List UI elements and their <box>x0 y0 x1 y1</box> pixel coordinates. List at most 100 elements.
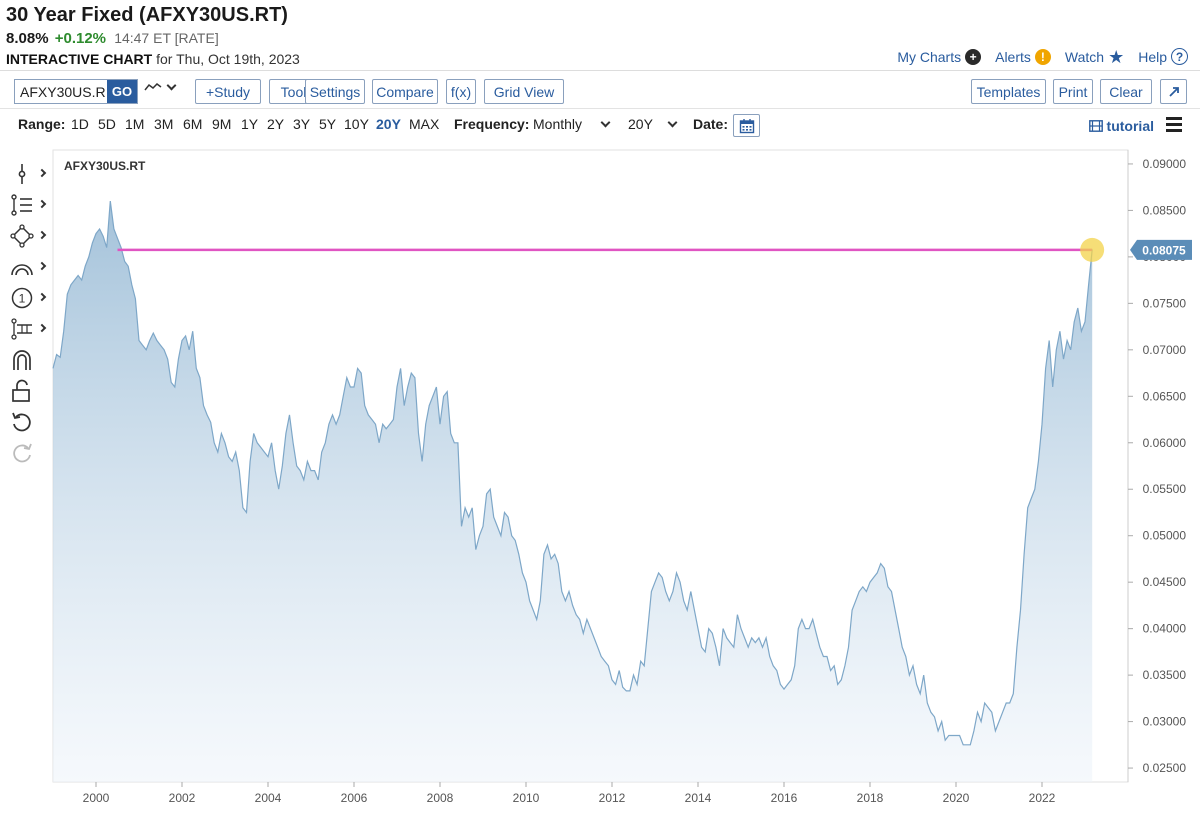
range-2y[interactable]: 2Y <box>267 116 285 132</box>
frequency-value: Monthly <box>533 116 583 132</box>
y-tick-label: 0.09000 <box>1143 157 1187 171</box>
undo-icon <box>12 412 31 432</box>
range-3m[interactable]: 3M <box>154 116 174 132</box>
annotation-tool[interactable] <box>10 193 50 217</box>
range-1y[interactable]: 1Y <box>241 116 259 132</box>
y-tick-label: 0.03000 <box>1143 715 1187 729</box>
range-6m[interactable]: 6M <box>183 116 203 132</box>
grid-view-button[interactable]: Grid View <box>484 79 564 104</box>
divider <box>0 70 1200 71</box>
range-3y[interactable]: 3Y <box>293 116 311 132</box>
go-button[interactable]: GO <box>107 80 137 103</box>
last-value-label: 0.08075 <box>1142 243 1186 257</box>
range-20y[interactable]: 20Y <box>376 116 401 132</box>
period-value: 20Y <box>628 116 653 132</box>
alerts-label: Alerts <box>995 48 1031 65</box>
range-1d[interactable]: 1D <box>71 116 89 132</box>
x-tick-label: 2018 <box>857 791 884 805</box>
range-5d[interactable]: 5D <box>98 116 116 132</box>
quote-header: 30 Year Fixed (AFXY30US.RT) 8.08% +0.12%… <box>6 2 300 69</box>
x-tick-label: 2016 <box>771 791 798 805</box>
numbered-circle-icon: 1 <box>11 287 33 309</box>
svg-text:1: 1 <box>19 292 26 306</box>
tutorial-link[interactable]: tutorial <box>1088 118 1154 134</box>
frequency-dropdown[interactable]: Monthly <box>533 116 611 132</box>
line-chart-icon <box>144 83 162 91</box>
measure-icon <box>11 318 32 340</box>
chevron-down-icon <box>166 80 177 90</box>
range-9m[interactable]: 9M <box>212 116 232 132</box>
x-tick-label: 2008 <box>427 791 454 805</box>
crosshair-tool[interactable] <box>10 162 50 186</box>
undo-tool[interactable] <box>10 410 50 434</box>
y-tick-label: 0.02500 <box>1143 761 1187 775</box>
y-tick-label: 0.06000 <box>1143 436 1187 450</box>
price-change: +0.12% <box>54 30 107 47</box>
shape-icon <box>10 224 34 248</box>
series-area <box>53 201 1093 783</box>
chart-date: for Thu, Oct 19th, 2023 <box>156 51 300 67</box>
chart-type-dropdown[interactable] <box>144 80 177 92</box>
date-picker-button[interactable] <box>733 114 760 137</box>
calendar-icon <box>739 118 754 133</box>
y-tick-label: 0.05000 <box>1143 529 1187 543</box>
symbol-input[interactable] <box>15 80 107 103</box>
star-icon: ★ <box>1108 46 1125 67</box>
x-tick-label: 2006 <box>341 791 368 805</box>
shape-tool[interactable] <box>10 224 50 248</box>
chart-toolbar: GO +Study Tools Settings Compare f(x) Gr… <box>14 79 1188 105</box>
range-1m[interactable]: 1M <box>125 116 145 132</box>
cursor-line-icon <box>18 164 26 184</box>
my-charts-link[interactable]: My Charts + <box>897 48 982 65</box>
x-tick-label: 2020 <box>943 791 970 805</box>
study-button[interactable]: +Study <box>195 79 261 104</box>
arc-icon <box>11 264 33 276</box>
measure-tool[interactable] <box>10 317 50 341</box>
tutorial-label: tutorial <box>1106 118 1154 134</box>
number-tool[interactable]: 1 <box>10 286 50 310</box>
x-tick-label: 2002 <box>169 791 196 805</box>
period-dropdown[interactable]: 20Y <box>628 116 678 132</box>
chevron-down-icon <box>667 117 678 127</box>
quote-meta: 14:47 ET [RATE] <box>114 30 219 46</box>
warning-icon: ! <box>1034 48 1051 65</box>
function-button[interactable]: f(x) <box>446 79 476 104</box>
magnet-tool[interactable] <box>10 348 50 372</box>
settings-button[interactable]: Settings <box>305 79 365 104</box>
range-10y[interactable]: 10Y <box>344 116 369 132</box>
series-label: AFXY30US.RT <box>64 159 146 173</box>
menu-icon[interactable] <box>1166 117 1182 135</box>
redo-tool[interactable] <box>10 441 50 465</box>
y-tick-label: 0.07000 <box>1143 343 1187 357</box>
expand-button[interactable] <box>1160 79 1187 104</box>
clear-button[interactable]: Clear <box>1100 79 1152 104</box>
symbol-box: GO <box>14 79 138 104</box>
print-button[interactable]: Print <box>1053 79 1093 104</box>
y-tick-label: 0.03500 <box>1143 668 1187 682</box>
y-tick-label: 0.04500 <box>1143 575 1187 589</box>
compare-button[interactable]: Compare <box>372 79 438 104</box>
series-line <box>52 201 1093 746</box>
help-label: Help <box>1138 48 1167 65</box>
my-charts-label: My Charts <box>897 48 962 65</box>
price-chart[interactable]: AFXY30US.RT 0.02500 0.03000 0.03500 0.04000… <box>0 148 1200 820</box>
arc-tool[interactable] <box>10 255 50 279</box>
help-link[interactable]: Help ? <box>1138 48 1188 65</box>
top-links: My Charts + Alerts ! Watch ★ Help ? <box>897 46 1188 67</box>
watch-link[interactable]: Watch ★ <box>1065 46 1125 67</box>
lock-tool[interactable] <box>10 379 50 403</box>
expand-icon <box>1168 86 1179 97</box>
x-tick-label: 2010 <box>513 791 540 805</box>
range-5y[interactable]: 5Y <box>319 116 337 132</box>
templates-button[interactable]: Templates <box>971 79 1046 104</box>
range-max[interactable]: MAX <box>409 116 440 132</box>
redo-icon <box>13 443 32 463</box>
range-label: Range: <box>18 116 66 132</box>
interactive-chart-line: INTERACTIVE CHART for Thu, Oct 19th, 202… <box>6 49 300 69</box>
x-tick-label: 2014 <box>685 791 712 805</box>
alerts-link[interactable]: Alerts ! <box>995 48 1051 65</box>
help-circle-icon: ? <box>1171 48 1188 65</box>
date-label: Date: <box>693 116 729 132</box>
page-title: 30 Year Fixed (AFXY30US.RT) <box>6 4 288 26</box>
quote-line: 8.08% +0.12% 14:47 ET [RATE] <box>6 28 300 49</box>
